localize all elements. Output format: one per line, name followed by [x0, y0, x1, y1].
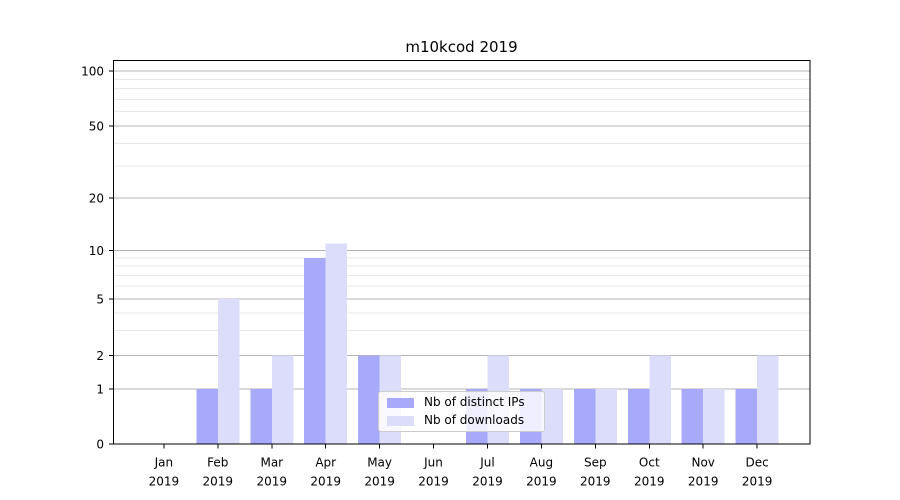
bar-distinct-ips-may — [358, 355, 380, 444]
y-tick-label: 1 — [96, 382, 104, 396]
bar-distinct-ips-sep — [573, 389, 596, 444]
bar-distinct-ips-apr — [304, 257, 326, 444]
legend-item-distinct-ips: Nb of distinct IPs — [387, 396, 536, 409]
legend-swatch-downloads — [387, 415, 414, 426]
bar-downloads-nov — [703, 389, 725, 444]
bar-distinct-ips-feb — [196, 389, 218, 444]
x-tick-label: Feb 2019 — [203, 456, 234, 489]
bar-downloads-oct — [649, 355, 671, 444]
y-tick-label: 5 — [96, 292, 104, 306]
y-tick-label: 2 — [96, 349, 104, 363]
legend: Nb of distinct IPs Nb of downloads — [378, 391, 545, 432]
bar-downloads-sep — [595, 389, 617, 444]
x-tick-label: Nov 2019 — [688, 456, 719, 489]
x-tick-label: Aug 2019 — [526, 456, 557, 489]
y-tick-label: 20 — [89, 191, 104, 205]
legend-label-downloads: Nb of downloads — [424, 413, 525, 427]
y-tick-label: 100 — [81, 64, 104, 78]
legend-label-distinct-ips: Nb of distinct IPs — [424, 395, 525, 409]
legend-item-downloads: Nb of downloads — [387, 414, 536, 427]
bar-downloads-feb — [217, 299, 240, 444]
bar-distinct-ips-oct — [627, 389, 650, 444]
bar-downloads-mar — [271, 355, 294, 444]
plot-border — [113, 60, 811, 445]
x-tick-label: Dec 2019 — [742, 456, 773, 489]
x-tick-label: May 2019 — [364, 456, 395, 489]
x-tick-label: Oct 2019 — [634, 456, 665, 489]
chart-title: m10kcod 2019 — [405, 38, 518, 56]
x-tick-label: Sep 2019 — [580, 456, 611, 489]
legend-swatch-distinct-ips — [387, 397, 414, 408]
bar-distinct-ips-dec — [735, 389, 758, 444]
bar-distinct-ips-nov — [681, 389, 704, 444]
x-tick-label: Apr 2019 — [310, 456, 341, 489]
x-tick-label: Jun 2019 — [418, 456, 449, 489]
x-tick-label: Mar 2019 — [257, 456, 288, 489]
bar-downloads-apr — [325, 243, 348, 444]
bar-downloads-aug — [541, 389, 563, 444]
x-tick-label: Jul 2019 — [472, 456, 503, 489]
y-tick-label: 50 — [89, 119, 104, 133]
x-tick-label: Jan 2019 — [149, 456, 180, 489]
bar-distinct-ips-mar — [250, 389, 272, 444]
y-tick-label: 0 — [96, 437, 104, 451]
bar-downloads-dec — [757, 355, 779, 444]
y-tick-label: 10 — [89, 244, 104, 258]
